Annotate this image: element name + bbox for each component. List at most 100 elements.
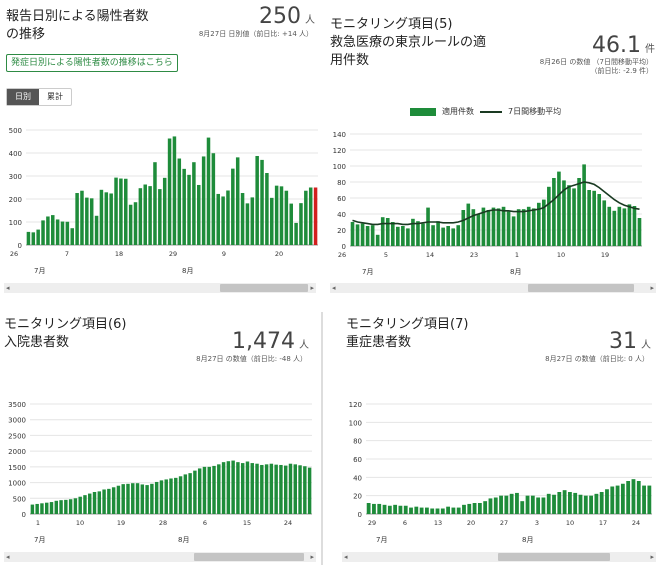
month-label: 7月 (362, 268, 373, 276)
scroll-thumb[interactable] (220, 284, 308, 292)
bar (68, 499, 73, 514)
bar (197, 184, 201, 245)
bar (172, 136, 177, 245)
bar (226, 190, 230, 245)
x-tick-label: 20 (467, 519, 475, 527)
scroll-left-arrow-icon[interactable]: ◂ (6, 553, 10, 561)
bar (440, 508, 445, 514)
bar (211, 153, 216, 245)
bar (557, 171, 561, 246)
bar (231, 460, 235, 514)
scroll-thumb[interactable] (528, 284, 634, 292)
bar (260, 159, 264, 245)
bar (221, 462, 226, 514)
bar (255, 463, 259, 514)
scroll-left-arrow-icon[interactable]: ◂ (344, 553, 348, 561)
bar (578, 494, 583, 514)
x-tick-label: 27 (500, 519, 508, 527)
onset-date-link-button[interactable]: 発症日別による陽性者数の推移はこちら (6, 54, 178, 72)
bar (451, 507, 456, 514)
scroll-thumb[interactable] (194, 553, 304, 561)
scroll-right-arrow-icon[interactable]: ▸ (310, 284, 314, 292)
bar (636, 481, 641, 514)
bar (446, 226, 450, 246)
bar (279, 186, 284, 245)
bar (409, 507, 413, 514)
bar (416, 221, 420, 246)
bar (406, 228, 410, 246)
bar (70, 228, 74, 245)
panel2-title: モニタリング項目(5) 救急医療の東京ルールの適 用件数 (330, 17, 487, 68)
bar (97, 491, 102, 514)
panel-positive-cases: 報告日別による陽性者数 の推移 250 人 8月27日 日別値（前日比: +14 … (0, 0, 321, 300)
bar (245, 461, 250, 514)
y-tick-label: 100 (333, 163, 346, 171)
bar (504, 495, 509, 514)
scroll-left-arrow-icon[interactable]: ◂ (6, 284, 10, 292)
bar (174, 477, 178, 514)
bar (617, 206, 622, 246)
bar (187, 174, 191, 245)
bar (41, 220, 45, 245)
bar (51, 215, 55, 245)
bar (284, 190, 289, 245)
y-tick-label: 3000 (8, 417, 26, 425)
y-tick-label: 40 (337, 211, 346, 219)
y-tick-label: 100 (9, 219, 22, 227)
y-tick-label: 20 (353, 493, 362, 501)
scroll-left-arrow-icon[interactable]: ◂ (332, 284, 336, 292)
x-tick-label: 15 (243, 519, 251, 527)
bar (620, 483, 625, 514)
x-tick-label: 5 (384, 251, 388, 259)
x-tick-label: 14 (426, 251, 434, 259)
bar (622, 208, 627, 246)
scroll-right-arrow-icon[interactable]: ▸ (650, 553, 654, 561)
bar (451, 228, 456, 246)
bar (562, 180, 566, 246)
bar (637, 218, 642, 246)
x-tick-label: 10 (76, 519, 84, 527)
bar (131, 483, 135, 514)
severe-chart: 120 100 80 60 40 20 0 29 6 13 20 27 3 10 17 24 7月 8月 (349, 401, 652, 544)
panel3-scrollbar[interactable]: ◂ ▸ (4, 552, 316, 562)
bar (226, 461, 231, 514)
x-tick-label: 23 (470, 251, 478, 259)
panel4-scrollbar[interactable]: ◂ ▸ (342, 552, 656, 562)
x-tick-label: 18 (115, 250, 123, 258)
x-tick-label: 24 (284, 519, 292, 527)
bar (107, 488, 111, 514)
panel2-scrollbar[interactable]: ◂ ▸ (330, 283, 656, 293)
bar (308, 187, 313, 245)
scroll-right-arrow-icon[interactable]: ▸ (310, 553, 314, 561)
bar (631, 479, 636, 514)
y-tick-label: 2500 (8, 432, 26, 440)
bar (542, 199, 546, 246)
bar (274, 185, 279, 245)
bar (530, 495, 535, 514)
toggle-daily[interactable]: 日別 (7, 89, 39, 105)
bar (274, 464, 278, 514)
bar (255, 155, 259, 245)
x-tick-label: 28 (159, 519, 167, 527)
x-tick-label: 10 (566, 519, 574, 527)
scroll-right-arrow-icon[interactable]: ▸ (650, 284, 654, 292)
bar (36, 229, 40, 245)
bar (577, 178, 581, 246)
bar (299, 203, 303, 245)
bar (293, 464, 297, 514)
bar (411, 218, 415, 246)
toggle-cumulative[interactable]: 累計 (47, 92, 63, 101)
bar (245, 203, 250, 245)
scroll-thumb[interactable] (498, 553, 610, 561)
bar (360, 223, 365, 246)
bar (572, 188, 576, 246)
panel3-title: モニタリング項目(6) 入院患者数 (4, 317, 127, 350)
bar (188, 473, 192, 514)
y-tick-label: 0 (22, 511, 26, 519)
bar (536, 497, 541, 514)
legend-bar-swatch (410, 107, 436, 116)
bar (401, 226, 405, 246)
bar (264, 464, 269, 514)
panel1-scrollbar[interactable]: ◂ ▸ (4, 283, 316, 293)
bar (45, 502, 49, 514)
